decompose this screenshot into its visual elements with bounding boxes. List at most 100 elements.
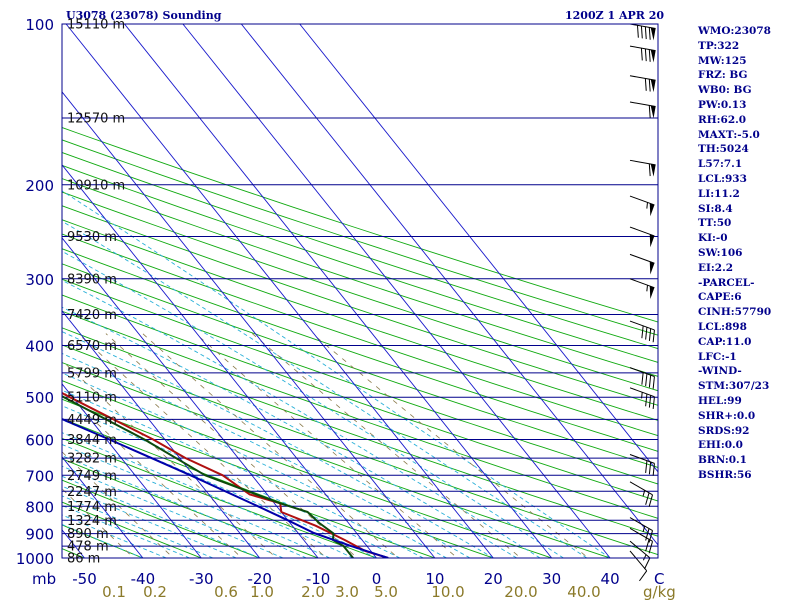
dry-adiabat (62, 501, 203, 558)
isotherm (124, 24, 553, 558)
wind-barb-staff (629, 387, 655, 398)
wind-barb-feather (645, 373, 648, 387)
isotherm (182, 24, 611, 558)
wind-barb-staff (629, 226, 655, 237)
wind-barb (629, 45, 656, 63)
wind-barb (629, 253, 655, 275)
index-line: BSHR:56 (698, 468, 752, 481)
temperature-trace (62, 391, 389, 558)
temperature-tick-label: 20 (484, 570, 503, 588)
index-line: TP:322 (698, 39, 740, 52)
wind-barb-feather (648, 494, 653, 507)
mixing-ratio-label: 0.2 (143, 583, 167, 600)
height-label: 7420 m (67, 308, 117, 323)
temperature-tick-label: -40 (131, 570, 156, 588)
dry-adiabat (0, 24, 53, 569)
mixing-ratio-label: 2.0 (301, 583, 325, 600)
height-label: 15110 m (67, 18, 125, 33)
sounding-traces (62, 391, 389, 558)
wind-barb-feather (648, 49, 651, 62)
mixing-ratio-label: 0.1 (102, 583, 126, 600)
wind-barb-half-feather (646, 202, 648, 209)
isotherm (240, 24, 658, 546)
indices-panel: WMO:23078 TP:322 MW:125 FRZ: BG WB0: BG PW:0.… (698, 24, 798, 483)
dry-adiabat (62, 398, 495, 558)
moist-adiabat (62, 485, 237, 558)
dry-adiabat (62, 248, 658, 452)
height-label: 86 m (67, 552, 100, 567)
mixing-ratio-line (77, 333, 328, 558)
temperature-tick-label: 30 (542, 570, 561, 588)
dry-adiabat (62, 164, 658, 363)
dry-adiabat (62, 418, 437, 558)
isotherm (299, 24, 658, 473)
wind-barb-flag (650, 79, 656, 93)
index-line: PW:0.13 (698, 98, 747, 111)
pressure-tick-label: 300 (25, 271, 54, 289)
mixing-ratio-label: 1.0 (250, 583, 274, 600)
wind-barb-staff (629, 550, 648, 572)
wind-barb-feather (645, 460, 648, 474)
mixing-ratio-label: 10.0 (431, 583, 464, 600)
dewpoint-trace (62, 394, 354, 558)
index-line: FRZ: BG (698, 69, 748, 82)
wind-barb-feather (644, 48, 647, 62)
wind-barb-staff (629, 481, 653, 496)
wind-barb-feather (652, 463, 655, 476)
wind-barb-flag (649, 203, 655, 217)
wind-barb-half-feather (642, 554, 647, 561)
wind-barb-feather (641, 372, 644, 385)
mixing-ratio-line (252, 333, 522, 558)
index-line: SRDS:92 (698, 424, 750, 437)
isotherm (0, 24, 26, 558)
index-line: EI:2.2 (698, 261, 734, 274)
dry-adiabat (62, 233, 658, 437)
index-line: SHR+:0.0 (698, 409, 756, 422)
wind-barb (629, 550, 648, 582)
wind-barb-flag (649, 261, 655, 275)
pressure-tick-label: 800 (25, 498, 54, 516)
dry-adiabat (62, 479, 261, 558)
dry-adiabat (62, 205, 658, 406)
wind-barb-staff (629, 278, 655, 289)
wind-barb-feather (648, 541, 653, 554)
pressure-tick-label: 900 (25, 526, 54, 544)
index-line: CAP:11.0 (698, 335, 752, 348)
height-label: 1774 m (67, 500, 117, 515)
mixing-ratio-unit: g/kg (643, 583, 676, 600)
wind-barb-flag (650, 27, 656, 41)
index-line: EHI:0.0 (698, 439, 743, 452)
height-label: 5799 m (67, 366, 117, 381)
pressure-tick-label: 700 (25, 467, 54, 485)
temperature-tick-label: -20 (247, 570, 272, 588)
dry-adiabat (62, 139, 658, 336)
height-label: 10910 m (67, 178, 125, 193)
wind-barb-feather (648, 375, 652, 388)
wind-barb (629, 527, 653, 554)
dry-adiabat (62, 344, 658, 556)
y-axis-label: mb (32, 570, 56, 588)
mixing-ratio-label: 20.0 (504, 583, 537, 600)
wind-barb (629, 101, 656, 119)
wind-barb-feather (648, 27, 651, 40)
wind-barb-feather (639, 570, 648, 582)
chart-title: U3078 (23078) Sounding (66, 9, 222, 22)
height-label: 4449 m (67, 413, 117, 428)
index-line: MAXT:-5.0 (698, 128, 760, 141)
index-line: SI:8.4 (698, 202, 733, 215)
plot-border (61, 23, 659, 559)
wind-barb (629, 226, 655, 248)
temperature-tick-label: 10 (425, 570, 444, 588)
temperature-tick-label: 40 (601, 570, 620, 588)
dry-adiabat (62, 310, 658, 519)
wind-barb-half-feather (646, 285, 648, 292)
moist-adiabat (62, 475, 260, 558)
wind-barb-staff (629, 195, 655, 206)
temperature-tick-label: 0 (372, 570, 382, 588)
temperature-tick-label: -50 (72, 570, 97, 588)
wind-barb-feather (652, 396, 655, 410)
wind-barb-flag (649, 285, 655, 299)
isotherm (65, 24, 494, 558)
dry-adiabat (62, 127, 658, 323)
wind-barb (629, 278, 655, 299)
